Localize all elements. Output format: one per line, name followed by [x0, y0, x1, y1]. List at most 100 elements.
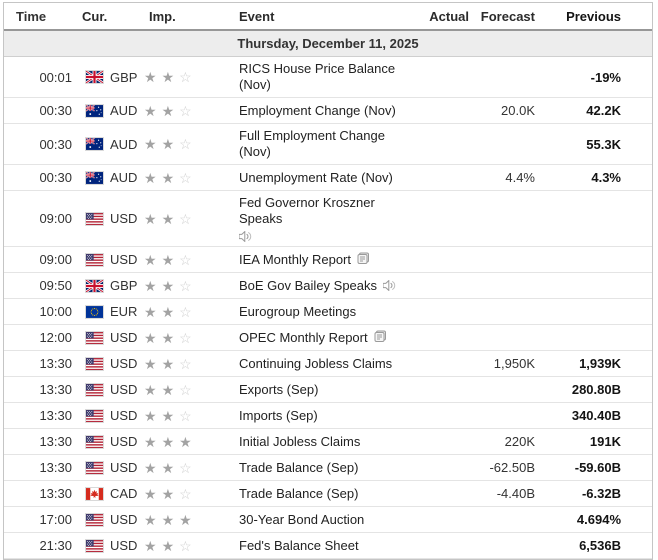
event-rows: 00:01 GBP ★ ★ ☆ RICS House Price Balance (… — [4, 57, 652, 559]
forecast-value: 1,950K — [493, 356, 535, 371]
star-filled-icon: ★ — [144, 136, 157, 152]
currency-code: USD — [110, 408, 138, 423]
importance-stars: ★ ★ ☆ — [144, 353, 239, 375]
forecast-value: -4.40B — [496, 486, 535, 501]
importance-stars: ★ ★ ★ — [144, 509, 239, 531]
event-name[interactable]: Continuing Jobless Claims — [239, 355, 393, 371]
event-row[interactable]: 00:30 AUD ★ ★ ☆ Full Employment Change (No… — [4, 124, 652, 165]
event-row[interactable]: 13:30 USD ★ ★ ☆ Imports (Sep) 340.40B — [4, 403, 652, 429]
us-flag-icon — [86, 409, 103, 422]
row-filler — [621, 282, 652, 290]
event-row[interactable]: 00:30 AUD ★ ★ ☆ Employment Change (Nov) 20… — [4, 98, 652, 124]
event-name-cell: OPEC Monthly Report — [239, 325, 424, 350]
star-filled-icon: ★ — [161, 303, 175, 320]
header-filler — [621, 12, 652, 20]
event-row[interactable]: 13:30 USD ★ ★ ☆ Trade Balance (Sep) -62.50… — [4, 455, 652, 481]
currency-code: GBP — [110, 69, 138, 85]
event-row[interactable]: 09:00 USD ★ ★ ☆ Fed Governor Kroszner Spea… — [4, 191, 652, 247]
event-name-cell: Full Employment Change (Nov) — [239, 124, 424, 164]
previous-value: 4.3% — [591, 170, 621, 185]
event-name[interactable]: RICS House Price Balance (Nov) — [239, 61, 396, 92]
event-time: 09:00 — [39, 252, 72, 267]
star-filled-icon: ★ — [161, 433, 175, 450]
us-flag-icon — [86, 461, 103, 474]
event-name[interactable]: Initial Jobless Claims — [239, 433, 361, 449]
actual-value — [424, 438, 469, 446]
event-name[interactable]: Imports (Sep) — [239, 407, 318, 423]
star-filled-icon: ★ — [144, 69, 157, 85]
previous-value: -6.32B — [581, 486, 621, 501]
row-filler — [621, 174, 652, 182]
event-currency-cell: USD — [76, 248, 144, 271]
star-filled-icon: ★ — [161, 459, 175, 476]
event-name[interactable]: Trade Balance (Sep) — [239, 485, 359, 501]
event-row[interactable]: 21:30 USD ★ ★ ☆ Fed's Balance Sheet 6,536B — [4, 533, 652, 559]
star-filled-icon: ★ — [161, 277, 175, 294]
star-empty-icon: ☆ — [179, 102, 192, 119]
forecast-value — [469, 516, 535, 524]
event-currency-cell: AUD — [76, 99, 144, 122]
event-row[interactable]: 09:50 GBP ★ ★ ☆ BoE Gov Bailey Speaks — [4, 273, 652, 299]
event-time: 12:00 — [39, 330, 72, 345]
forecast-value — [469, 334, 535, 342]
date-header-row: Thursday, December 11, 2025 — [4, 31, 652, 57]
event-name[interactable]: Eurogroup Meetings — [239, 303, 357, 319]
previous-value: 55.3K — [586, 136, 621, 152]
event-row[interactable]: 12:00 USD ★ ★ ☆ OPEC Monthly Report — [4, 325, 652, 351]
event-row[interactable]: 09:00 USD ★ ★ ☆ IEA Monthly Report — [4, 247, 652, 273]
event-name[interactable]: Exports (Sep) — [239, 381, 319, 397]
event-row[interactable]: 13:30 USD ★ ★ ☆ Exports (Sep) 280.80B — [4, 377, 652, 403]
row-filler — [621, 490, 652, 498]
actual-value — [424, 516, 469, 524]
event-row[interactable]: 00:30 AUD ★ ★ ☆ Unemployment Rate (Nov) 4.… — [4, 165, 652, 191]
event-name[interactable]: Fed's Balance Sheet — [239, 537, 359, 553]
previous-value: 340.40B — [571, 408, 621, 423]
event-name[interactable]: 30-Year Bond Auction — [239, 511, 365, 527]
event-name[interactable]: Trade Balance (Sep) — [239, 459, 359, 475]
event-row[interactable]: 00:01 GBP ★ ★ ☆ RICS House Price Balance (… — [4, 57, 652, 98]
previous-value: -19% — [590, 69, 621, 85]
actual-value — [424, 490, 469, 498]
actual-value — [424, 140, 469, 148]
row-filler — [621, 256, 652, 264]
event-row[interactable]: 17:00 USD ★ ★ ★ 30-Year Bond Auction 4.694… — [4, 507, 652, 533]
us-flag-icon — [86, 435, 103, 448]
event-name-cell: Trade Balance (Sep) — [239, 481, 424, 506]
importance-stars: ★ ★ ☆ — [144, 405, 239, 427]
currency-code: USD — [110, 538, 138, 553]
report-icon — [357, 252, 370, 265]
event-name[interactable]: Fed Governor Kroszner Speaks — [239, 195, 375, 226]
forecast-value: 4.4% — [505, 170, 535, 185]
star-empty-icon: ☆ — [179, 69, 192, 85]
row-filler — [621, 107, 652, 115]
economic-calendar: Time Cur. Imp. Event Actual Forecast Pre… — [3, 2, 653, 560]
event-row[interactable]: 13:30 USD ★ ★ ★ Initial Jobless Claims 220… — [4, 429, 652, 455]
importance-stars: ★ ★ ★ — [144, 431, 239, 453]
event-row[interactable]: 13:30 CAD ★ ★ ☆ Trade Balance (Sep) -4.40B… — [4, 481, 652, 507]
star-filled-icon: ★ — [161, 485, 175, 502]
eu-flag-icon — [86, 305, 103, 318]
forecast-value — [469, 282, 535, 290]
event-name-cell: BoE Gov Bailey Speaks — [239, 273, 424, 298]
event-row[interactable]: 10:00 EUR ★ ★ ☆ Eurogroup Meetings — [4, 299, 652, 325]
event-currency-cell: AUD — [76, 133, 144, 156]
event-name[interactable]: Full Employment Change (Nov) — [239, 128, 385, 159]
col-header-time: Time — [16, 8, 47, 24]
event-row[interactable]: 13:30 USD ★ ★ ☆ Continuing Jobless Claims … — [4, 351, 652, 377]
event-name-cell: Unemployment Rate (Nov) — [239, 165, 424, 190]
star-empty-icon: ☆ — [179, 136, 192, 152]
event-currency-cell: GBP — [76, 274, 144, 297]
star-filled-icon: ★ — [161, 136, 175, 152]
event-name[interactable]: IEA Monthly Report — [239, 251, 351, 267]
row-filler — [621, 386, 652, 394]
actual-value — [424, 360, 469, 368]
event-name[interactable]: OPEC Monthly Report — [239, 329, 368, 345]
currency-code: USD — [110, 211, 138, 226]
event-name[interactable]: BoE Gov Bailey Speaks — [239, 277, 378, 293]
event-name-cell: IEA Monthly Report — [239, 247, 424, 272]
event-currency-cell: GBP — [76, 66, 144, 89]
star-empty-icon: ☆ — [179, 381, 192, 398]
previous-value — [535, 256, 621, 264]
event-name[interactable]: Employment Change (Nov) — [239, 102, 396, 118]
event-name[interactable]: Unemployment Rate (Nov) — [239, 169, 393, 185]
